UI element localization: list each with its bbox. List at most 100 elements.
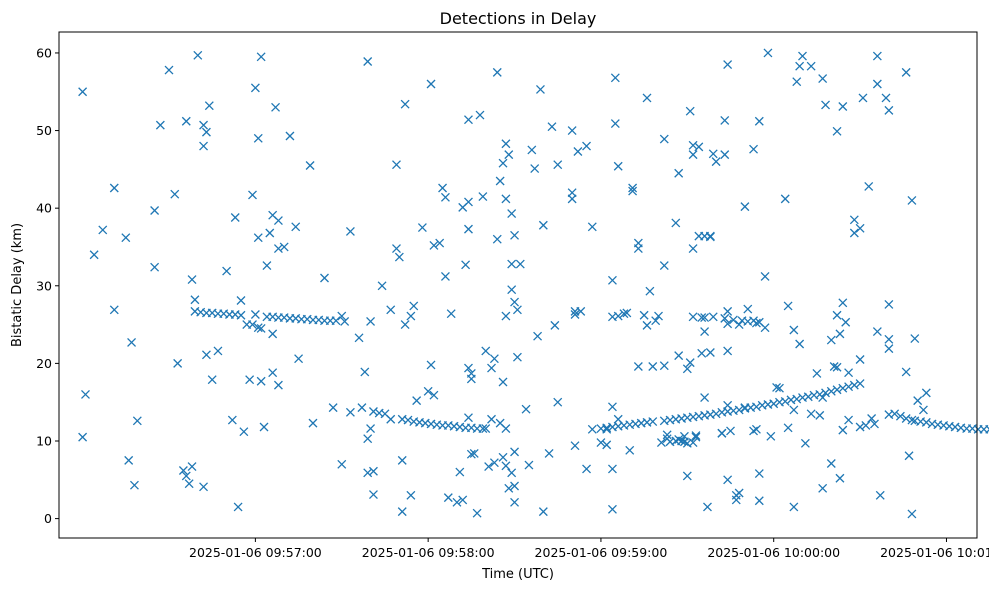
data-point — [464, 115, 473, 125]
data-point — [164, 65, 174, 75]
data-point — [884, 299, 894, 309]
data-point — [582, 141, 591, 151]
data-point — [743, 304, 753, 314]
data-point — [818, 393, 828, 402]
data-point — [720, 116, 730, 125]
data-point — [435, 238, 445, 248]
data-point — [792, 77, 802, 87]
data-point — [688, 244, 698, 253]
data-point — [587, 222, 597, 232]
data-point — [368, 466, 378, 476]
data-point — [256, 376, 266, 386]
x-tick-label: 2025-01-06 10:01:00 — [880, 545, 989, 560]
data-point — [576, 306, 586, 316]
data-point — [406, 490, 416, 500]
data-point — [236, 310, 246, 320]
data-point — [708, 149, 718, 159]
data-point — [507, 259, 517, 269]
data-point — [855, 223, 865, 233]
data-point — [533, 331, 543, 341]
data-point — [795, 61, 805, 71]
data-point — [265, 228, 275, 238]
data-point — [826, 335, 836, 345]
data-point — [570, 310, 580, 319]
data-point — [783, 423, 793, 433]
data-point — [294, 354, 304, 364]
data-point — [901, 367, 911, 377]
data-point — [659, 134, 669, 144]
data-point — [245, 375, 255, 385]
data-point — [832, 310, 842, 320]
data-point — [844, 368, 854, 378]
data-point — [628, 183, 638, 193]
data-point — [193, 50, 203, 60]
data-point — [440, 192, 450, 202]
data-point — [872, 51, 882, 61]
data-point — [760, 272, 770, 281]
data-point — [645, 286, 655, 296]
data-point — [553, 397, 563, 407]
data-point — [723, 400, 733, 410]
data-point — [582, 464, 591, 474]
data-point — [751, 424, 761, 434]
data-point — [487, 414, 496, 424]
data-point — [613, 414, 623, 424]
data-point — [619, 309, 629, 319]
data-point — [832, 362, 842, 372]
data-point — [723, 319, 733, 329]
data-point — [406, 311, 416, 321]
data-point — [815, 410, 825, 420]
x-tick-label: 2025-01-06 09:58:00 — [362, 545, 495, 560]
y-axis-label: Bistatic Delay (km) — [10, 223, 25, 347]
data-point — [155, 120, 165, 130]
data-point — [227, 415, 237, 425]
data-point — [708, 312, 718, 322]
data-point — [832, 385, 842, 395]
data-point — [700, 393, 710, 402]
data-point — [510, 230, 520, 240]
data-point — [648, 417, 658, 427]
data-point — [308, 418, 318, 428]
data-point — [501, 194, 511, 204]
data-point — [492, 67, 502, 77]
data-point — [754, 116, 764, 126]
data-point — [489, 458, 499, 468]
data-point — [855, 379, 865, 389]
data-point — [536, 84, 545, 94]
data-point — [429, 390, 439, 400]
data-point — [360, 367, 370, 377]
data-point — [613, 161, 623, 171]
data-point — [495, 176, 505, 186]
data-point — [734, 405, 744, 415]
data-point — [596, 438, 606, 448]
data-point — [838, 425, 848, 435]
x-tick-label: 2025-01-06 09:57:00 — [189, 545, 322, 560]
data-point — [861, 421, 871, 430]
data-point — [723, 60, 733, 70]
data-point — [268, 329, 278, 339]
data-point — [651, 316, 661, 326]
data-point — [271, 102, 281, 112]
data-point — [354, 333, 364, 343]
data-point — [720, 313, 730, 323]
data-point — [607, 464, 617, 474]
data-point — [884, 344, 894, 354]
data-point — [504, 150, 514, 160]
data-point — [639, 310, 649, 320]
data-point — [904, 451, 914, 461]
data-point — [602, 424, 612, 434]
data-point — [921, 417, 931, 427]
data-point — [268, 368, 278, 378]
data-point — [510, 297, 520, 307]
data-point — [489, 354, 499, 364]
data-point — [613, 311, 623, 321]
data-point — [844, 415, 854, 425]
data-point — [780, 396, 790, 406]
data-point — [386, 305, 396, 315]
data-point — [279, 242, 289, 252]
data-point — [452, 497, 462, 507]
y-tick-label: 30 — [36, 278, 52, 293]
plot-frame — [58, 31, 978, 539]
data-point — [368, 490, 378, 499]
data-point — [705, 231, 715, 241]
